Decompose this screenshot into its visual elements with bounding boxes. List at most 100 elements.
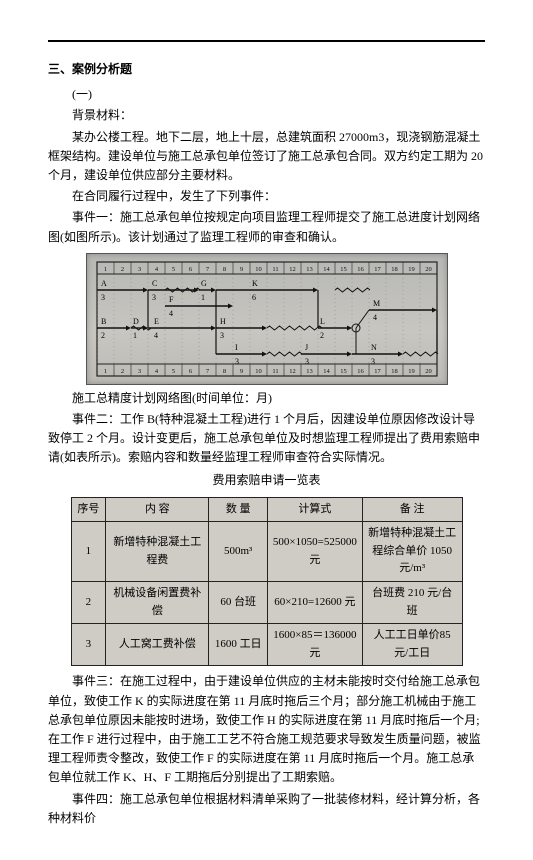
svg-text:7: 7: [205, 266, 209, 273]
table-cell: 500×1050=525000 元: [267, 522, 362, 582]
table-header: 数 量: [209, 497, 267, 522]
table-cell: 60×210=12600 元: [267, 582, 362, 624]
svg-text:6: 6: [188, 368, 192, 375]
svg-text:16: 16: [357, 266, 364, 273]
svg-text:3: 3: [137, 368, 140, 375]
svg-text:H: H: [220, 317, 226, 326]
table-header: 备 注: [362, 497, 462, 522]
table-cell: 新增特种混凝土工程费: [106, 522, 209, 582]
svg-text:19: 19: [408, 266, 415, 273]
table-cell: 1: [71, 522, 106, 582]
table-title: 费用索赔申请一览表: [48, 471, 485, 490]
svg-text:2: 2: [120, 368, 123, 375]
svg-text:3: 3: [235, 357, 239, 366]
svg-text:3: 3: [152, 293, 156, 302]
svg-text:F: F: [169, 295, 174, 304]
svg-text:M: M: [373, 299, 380, 308]
svg-text:E: E: [154, 317, 159, 326]
svg-text:18: 18: [391, 266, 398, 273]
svg-text:12: 12: [289, 266, 296, 273]
svg-text:18: 18: [391, 368, 398, 375]
svg-text:G: G: [201, 279, 207, 288]
svg-text:D: D: [133, 317, 139, 326]
table-header: 序号: [71, 497, 106, 522]
svg-text:11: 11: [272, 266, 278, 273]
svg-text:3: 3: [305, 357, 309, 366]
svg-text:10: 10: [255, 266, 262, 273]
table-cell: 3: [71, 624, 106, 666]
svg-text:13: 13: [306, 266, 313, 273]
svg-text:8: 8: [222, 266, 225, 273]
table-header: 内 容: [106, 497, 209, 522]
svg-text:2: 2: [120, 266, 123, 273]
svg-text:L: L: [320, 317, 325, 326]
horizontal-rule: [48, 40, 485, 42]
svg-text:17: 17: [374, 368, 381, 375]
svg-text:3: 3: [101, 293, 105, 302]
table-cell: 1600×85＝136000 元: [267, 624, 362, 666]
svg-text:4: 4: [169, 309, 173, 318]
svg-text:5: 5: [171, 368, 174, 375]
svg-text:14: 14: [323, 368, 330, 375]
svg-text:B: B: [101, 317, 106, 326]
table-header: 计算式: [267, 497, 362, 522]
svg-text:K: K: [252, 279, 258, 288]
svg-text:4: 4: [154, 368, 158, 375]
svg-text:I: I: [235, 343, 238, 352]
svg-text:4: 4: [154, 331, 158, 340]
svg-text:5: 5: [171, 266, 174, 273]
table-row: 3人工窝工费补偿1600 工日1600×85＝136000 元人工工日单价85 …: [71, 624, 462, 666]
section-title: 三、案例分析题: [48, 60, 485, 79]
event-3: 事件三：在施工过程中，由于建设单位供应的主材未能按时交付给施工总承包单位，致使工…: [48, 672, 485, 787]
svg-text:9: 9: [239, 266, 242, 273]
svg-text:20: 20: [425, 368, 432, 375]
svg-text:C: C: [152, 279, 157, 288]
svg-text:4: 4: [373, 313, 377, 322]
table-cell: 2: [71, 582, 106, 624]
svg-text:J: J: [305, 343, 308, 352]
intro-paragraph-1: 某办公楼工程。地下二层，地上十层，总建筑面积 27000m3，现浇钢筋混凝土框架…: [48, 128, 485, 186]
event-1: 事件一：施工总承包单位按规定向项目监理工程师提交了施工总进度计划网络图(如图所示…: [48, 208, 485, 246]
svg-text:11: 11: [272, 368, 278, 375]
svg-text:1: 1: [103, 368, 106, 375]
svg-text:14: 14: [323, 266, 330, 273]
table-cell: 1600 工日: [209, 624, 267, 666]
event-2: 事件二：工作 B(特种混凝土工程)进行 1 个月后，因建设单位原因修改设计导致停…: [48, 410, 485, 468]
svg-text:2: 2: [101, 331, 105, 340]
table-cell: 新增特种混凝土工程综合单价 1050 元/m³: [362, 522, 462, 582]
table-cell: 500m³: [209, 522, 267, 582]
svg-text:4: 4: [154, 266, 158, 273]
svg-text:3: 3: [220, 331, 224, 340]
chart-caption: 施工总精度计划网络图(时间单位：月): [48, 389, 485, 408]
svg-text:20: 20: [425, 266, 432, 273]
svg-text:15: 15: [340, 368, 347, 375]
svg-text:17: 17: [374, 266, 381, 273]
svg-text:19: 19: [408, 368, 415, 375]
network-chart: 1122334455667788991010111112121313141415…: [86, 253, 448, 385]
svg-text:10: 10: [255, 368, 262, 375]
table-row: 2机械设备闲置费补偿60 台班60×210=12600 元台班费 210 元/台…: [71, 582, 462, 624]
svg-text:N: N: [371, 343, 377, 352]
cost-claim-table: 序号内 容数 量计算式备 注 1新增特种混凝土工程费500m³500×1050=…: [71, 497, 463, 667]
table-cell: 机械设备闲置费补偿: [106, 582, 209, 624]
svg-text:1: 1: [201, 293, 205, 302]
svg-text:15: 15: [340, 266, 347, 273]
svg-text:6: 6: [188, 266, 192, 273]
svg-text:3: 3: [137, 266, 140, 273]
svg-text:1: 1: [103, 266, 106, 273]
svg-text:9: 9: [239, 368, 242, 375]
intro-paragraph-2: 在合同履行过程中，发生了下列事件：: [48, 187, 485, 206]
event-4: 事件四：施工总承包单位根据材料清单采购了一批装修材料，经计算分析，各种材料价: [48, 790, 485, 828]
svg-text:8: 8: [222, 368, 225, 375]
table-row: 1新增特种混凝土工程费500m³500×1050=525000 元新增特种混凝土…: [71, 522, 462, 582]
svg-text:7: 7: [205, 368, 209, 375]
svg-text:13: 13: [306, 368, 313, 375]
table-cell: 台班费 210 元/台班: [362, 582, 462, 624]
svg-text:A: A: [101, 279, 107, 288]
case-number: (一): [48, 85, 485, 104]
table-cell: 人工工日单价85 元/工日: [362, 624, 462, 666]
table-cell: 60 台班: [209, 582, 267, 624]
svg-text:3: 3: [371, 357, 375, 366]
svg-text:1: 1: [133, 331, 137, 340]
svg-text:12: 12: [289, 368, 296, 375]
